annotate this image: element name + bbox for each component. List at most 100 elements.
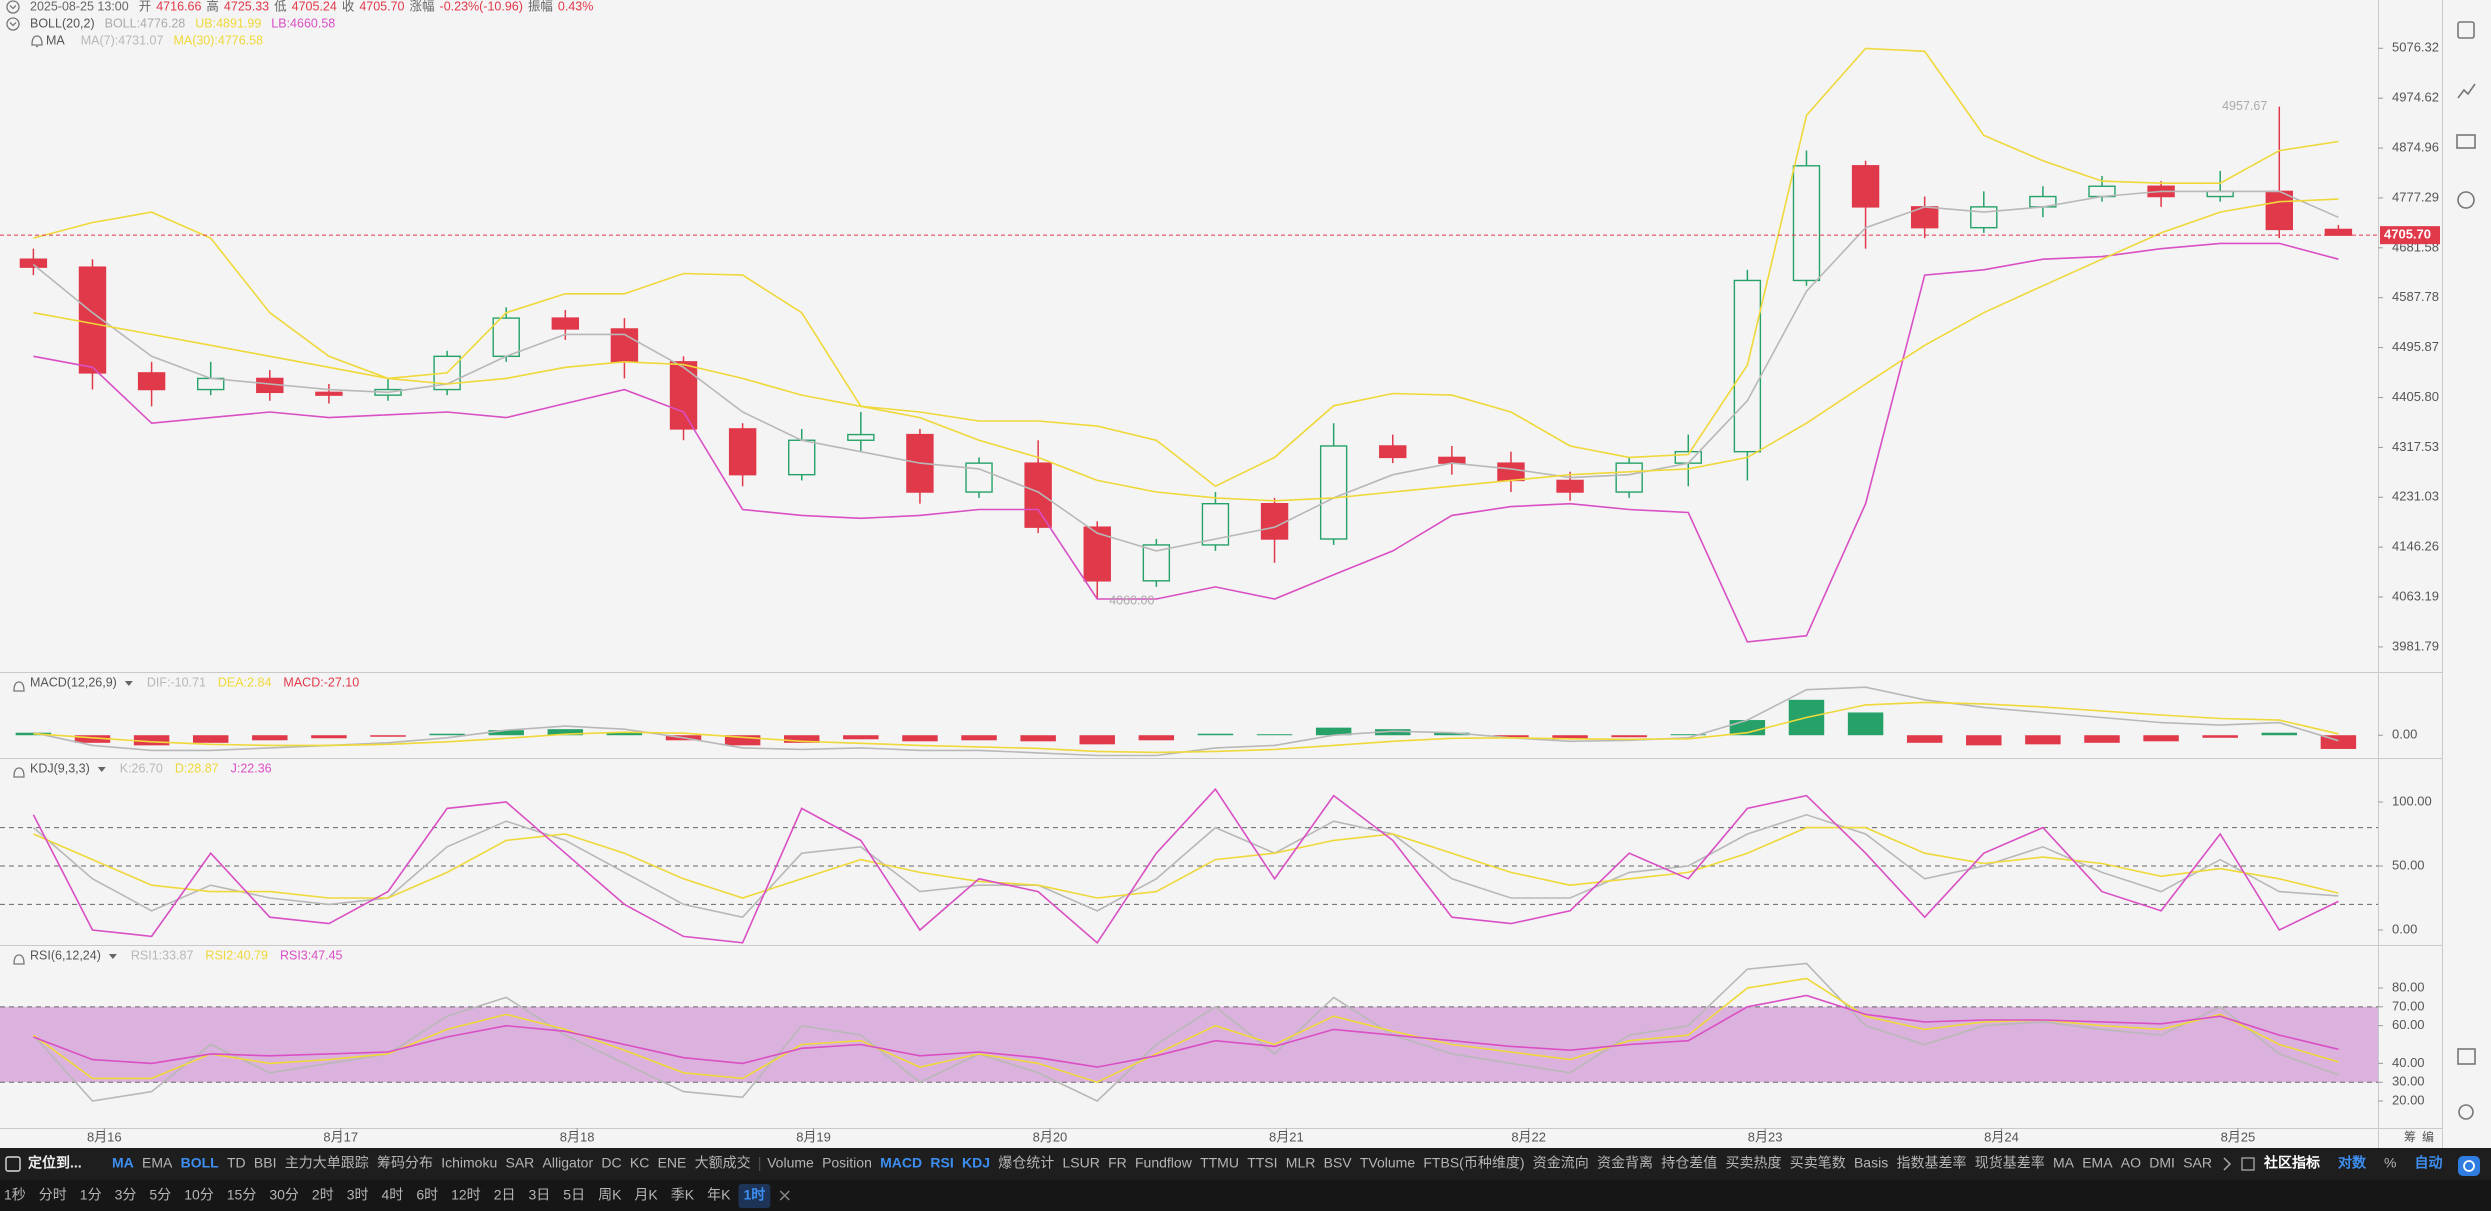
timeframe-button[interactable]: 3分 [115, 1187, 137, 1203]
candle-body [788, 439, 816, 476]
indicator-button[interactable]: AO [2121, 1155, 2141, 1171]
timeframe-button[interactable]: 3时 [347, 1187, 369, 1203]
indicator-button[interactable]: SAR [2183, 1155, 2212, 1171]
toggle-button[interactable]: % [2384, 1155, 2396, 1171]
overlay-button[interactable]: 大额成交 [695, 1155, 751, 1171]
bell-icon[interactable] [31, 35, 43, 48]
indicator-button[interactable]: MACD [880, 1155, 922, 1171]
indicator-button[interactable]: Basis [1854, 1155, 1888, 1171]
overlay-button[interactable]: Alligator [543, 1155, 594, 1171]
indicator-button[interactable]: TTMU [1200, 1155, 1239, 1171]
sidebar-icon[interactable] [2457, 191, 2475, 209]
legend-item: RSI2:40.79 [205, 948, 268, 962]
indicator-button[interactable]: KDJ [962, 1155, 990, 1171]
sidebar-icon[interactable] [2457, 21, 2475, 39]
y-tick-label: 20.00 [2392, 1092, 2425, 1107]
indicator-button[interactable]: Volume [767, 1155, 814, 1171]
overlay-button[interactable]: ENE [658, 1155, 687, 1171]
candle-body [1851, 165, 1880, 208]
timeframe-button[interactable]: 3日 [528, 1187, 550, 1203]
timeframe-button[interactable]: 周K [598, 1187, 622, 1203]
timeframe-button[interactable]: 2日 [494, 1187, 516, 1203]
indicator-button[interactable]: BSV [1324, 1155, 1353, 1171]
indicator-button[interactable]: 指数基差率 [1896, 1155, 1966, 1171]
timeframe-button[interactable]: 12时 [451, 1187, 481, 1203]
indicator-button[interactable]: 资金流向 [1533, 1155, 1589, 1171]
pane-title: MACD(12,26,9) [30, 675, 117, 689]
toggle-button[interactable]: 社区指标 [2263, 1155, 2320, 1171]
corner-icon-label[interactable]: 编 [2422, 1129, 2434, 1144]
bell-icon[interactable] [13, 954, 25, 965]
indicator-button[interactable]: MA [2053, 1155, 2075, 1171]
indicator-button[interactable]: RSI [930, 1155, 953, 1171]
dropdown-arrow[interactable] [97, 767, 106, 772]
sidebar-icon[interactable] [2456, 134, 2476, 149]
timeframe-button[interactable]: 5分 [149, 1187, 171, 1203]
indicator-button[interactable]: 现货基差率 [1975, 1155, 2045, 1171]
app-icon[interactable] [2458, 1156, 2480, 1176]
bell-icon[interactable] [13, 681, 25, 692]
indicator-button[interactable]: DMI [2149, 1155, 2175, 1171]
timeframe-button[interactable]: 1秒 [4, 1187, 26, 1203]
indicator-button[interactable]: MLR [1286, 1155, 1316, 1171]
timeframe-button[interactable]: 年K [707, 1187, 731, 1203]
indicator-button[interactable]: Position [822, 1155, 872, 1171]
edit-icon[interactable] [2241, 1157, 2255, 1171]
y-tick-label: 4974.62 [2392, 90, 2439, 105]
indicator-button[interactable]: TVolume [1360, 1155, 1415, 1171]
overlay-button[interactable]: BOLL [181, 1155, 220, 1171]
timeframe-button[interactable]: 1分 [80, 1187, 102, 1203]
close-icon[interactable] [779, 1190, 790, 1201]
more-arrow[interactable] [2223, 1157, 2232, 1171]
corner-icon-label[interactable]: 筹 [2404, 1130, 2416, 1144]
timeframe-button[interactable]: 5日 [563, 1187, 585, 1203]
timeframe-button[interactable]: 10分 [184, 1187, 214, 1203]
toggle-button[interactable]: 对数 [2338, 1155, 2367, 1171]
indicator-button[interactable]: FR [1108, 1155, 1127, 1171]
indicator-button[interactable]: 持仓差值 [1661, 1155, 1717, 1171]
indicator-button[interactable]: FTBS(币种维度) [1423, 1155, 1524, 1171]
dropdown-arrow[interactable] [124, 681, 133, 686]
overlay-title: BOLL(20,2) [30, 16, 95, 30]
header-field-value: 0.43% [558, 0, 593, 13]
timeframe-button[interactable]: 15分 [227, 1187, 257, 1203]
timeframe-button[interactable]: 月K [634, 1187, 658, 1203]
collapse-icon[interactable] [6, 0, 20, 14]
overlay-button[interactable]: MA [112, 1155, 134, 1171]
dropdown-arrow[interactable] [108, 954, 117, 959]
indicator-button[interactable]: EMA [2082, 1155, 2113, 1171]
indicator-button[interactable]: 买卖热度 [1725, 1155, 1781, 1171]
overlay-button[interactable]: TD [227, 1155, 246, 1171]
timeframe-button[interactable]: 1时 [743, 1187, 765, 1203]
indicator-button[interactable]: 爆仓统计 [998, 1155, 1054, 1171]
timeframe-button[interactable]: 分时 [39, 1187, 67, 1203]
overlay-button[interactable]: DC [601, 1155, 621, 1171]
sidebar-icon[interactable] [2457, 1048, 2476, 1065]
x-tick-label: 8月20 [1033, 1129, 1068, 1144]
locate-button[interactable]: 定位到... [28, 1155, 82, 1171]
indicator-button[interactable]: TTSI [1247, 1155, 1277, 1171]
overlay-button[interactable]: KC [630, 1155, 649, 1171]
indicator-button[interactable]: Fundflow [1135, 1155, 1193, 1171]
timeframe-button[interactable]: 6时 [416, 1187, 438, 1203]
sidebar-icon[interactable] [2458, 1104, 2474, 1120]
locate-icon[interactable] [5, 1156, 21, 1172]
overlay-button[interactable]: 主力大单跟踪 [285, 1155, 369, 1171]
overlay-button[interactable]: SAR [506, 1155, 535, 1171]
collapse-icon[interactable] [6, 17, 20, 31]
timeframe-button[interactable]: 30分 [269, 1187, 299, 1203]
timeframe-button[interactable]: 2时 [312, 1187, 334, 1203]
timeframe-button[interactable]: 季K [671, 1187, 695, 1203]
sidebar-icon[interactable] [2457, 83, 2476, 99]
indicator-button[interactable]: LSUR [1062, 1155, 1099, 1171]
timeframe-button[interactable]: 4时 [382, 1187, 404, 1203]
toggle-button[interactable]: 自动 [2414, 1155, 2442, 1171]
bell-icon[interactable] [13, 767, 25, 778]
overlay-button[interactable]: BBI [254, 1155, 277, 1171]
indicator-button[interactable]: 资金背离 [1597, 1155, 1653, 1171]
overlay-button[interactable]: 筹码分布 [377, 1155, 433, 1171]
indicator-line [32, 190, 2339, 552]
overlay-button[interactable]: Ichimoku [441, 1155, 497, 1171]
indicator-button[interactable]: 买卖笔数 [1790, 1155, 1846, 1171]
overlay-button[interactable]: EMA [142, 1155, 173, 1171]
